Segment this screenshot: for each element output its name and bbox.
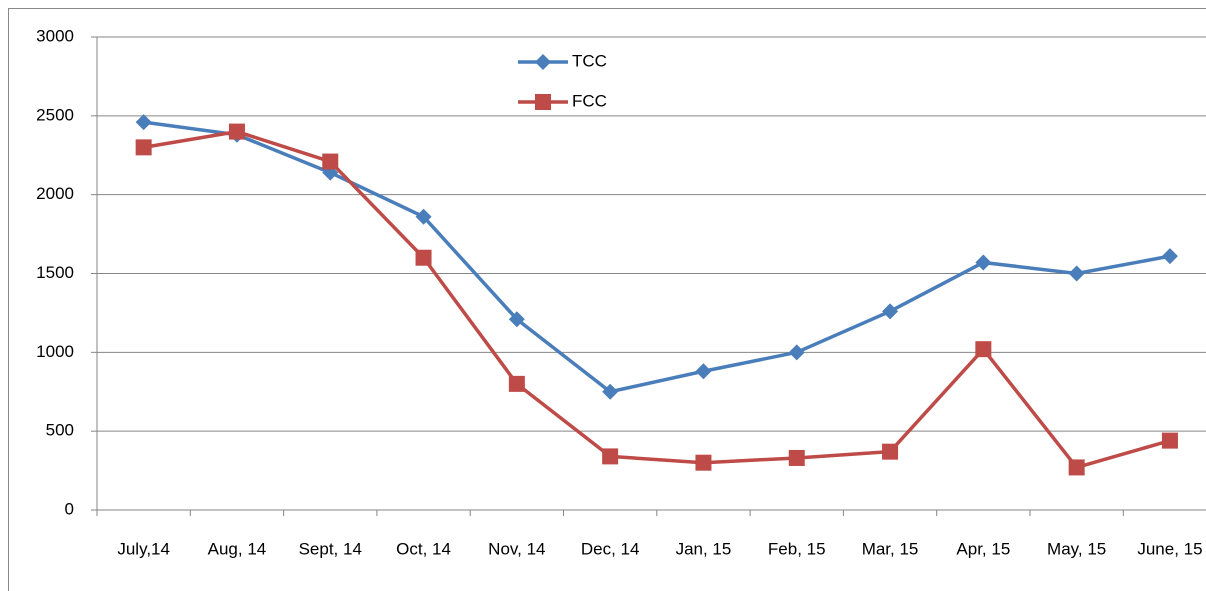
point [135, 114, 152, 131]
point [695, 454, 712, 471]
y-tick-label: 0 [65, 499, 74, 518]
x-tick-label: Oct, 14 [396, 539, 451, 558]
x-tick-label: Feb, 15 [768, 539, 826, 558]
point [602, 448, 619, 465]
point [788, 449, 805, 466]
point [602, 383, 619, 400]
legend-marker [535, 54, 551, 70]
point [415, 249, 432, 266]
point [508, 311, 525, 328]
point [1161, 248, 1178, 265]
legend-label: FCC [572, 91, 607, 110]
point [695, 363, 712, 380]
x-tick-label: July,14 [117, 539, 170, 558]
y-tick-label: 2500 [36, 105, 74, 124]
y-tick-label: 1000 [36, 342, 74, 361]
x-tick-label: Mar, 15 [862, 539, 919, 558]
point [508, 375, 525, 392]
point [975, 341, 992, 358]
x-tick-label: June, 15 [1137, 539, 1202, 558]
point [1068, 459, 1085, 476]
point [1068, 265, 1085, 282]
series-line [143, 120, 1171, 394]
point [228, 123, 245, 140]
x-tick-label: May, 15 [1047, 539, 1106, 558]
x-tick-label: Nov, 14 [488, 539, 545, 558]
point [788, 344, 805, 361]
x-tick-label: Aug, 14 [208, 539, 267, 558]
point [135, 139, 152, 156]
point [882, 443, 899, 460]
chart-frame [8, 8, 1206, 591]
legend-marker [535, 94, 551, 110]
y-tick-label: 500 [46, 421, 74, 440]
point [322, 153, 339, 170]
x-tick-label: Sept, 14 [299, 539, 362, 558]
point [882, 303, 899, 320]
y-tick-label: 1500 [36, 263, 74, 282]
y-tick-label: 3000 [36, 26, 74, 45]
x-tick-label: Dec, 14 [581, 539, 640, 558]
x-tick-label: Apr, 15 [956, 539, 1010, 558]
legend-label: TCC [572, 51, 607, 70]
point [975, 254, 992, 271]
series-line [143, 129, 1171, 470]
point [415, 208, 432, 225]
y-tick-label: 2000 [36, 184, 74, 203]
point [1161, 432, 1178, 449]
x-tick-label: Jan, 15 [676, 539, 732, 558]
